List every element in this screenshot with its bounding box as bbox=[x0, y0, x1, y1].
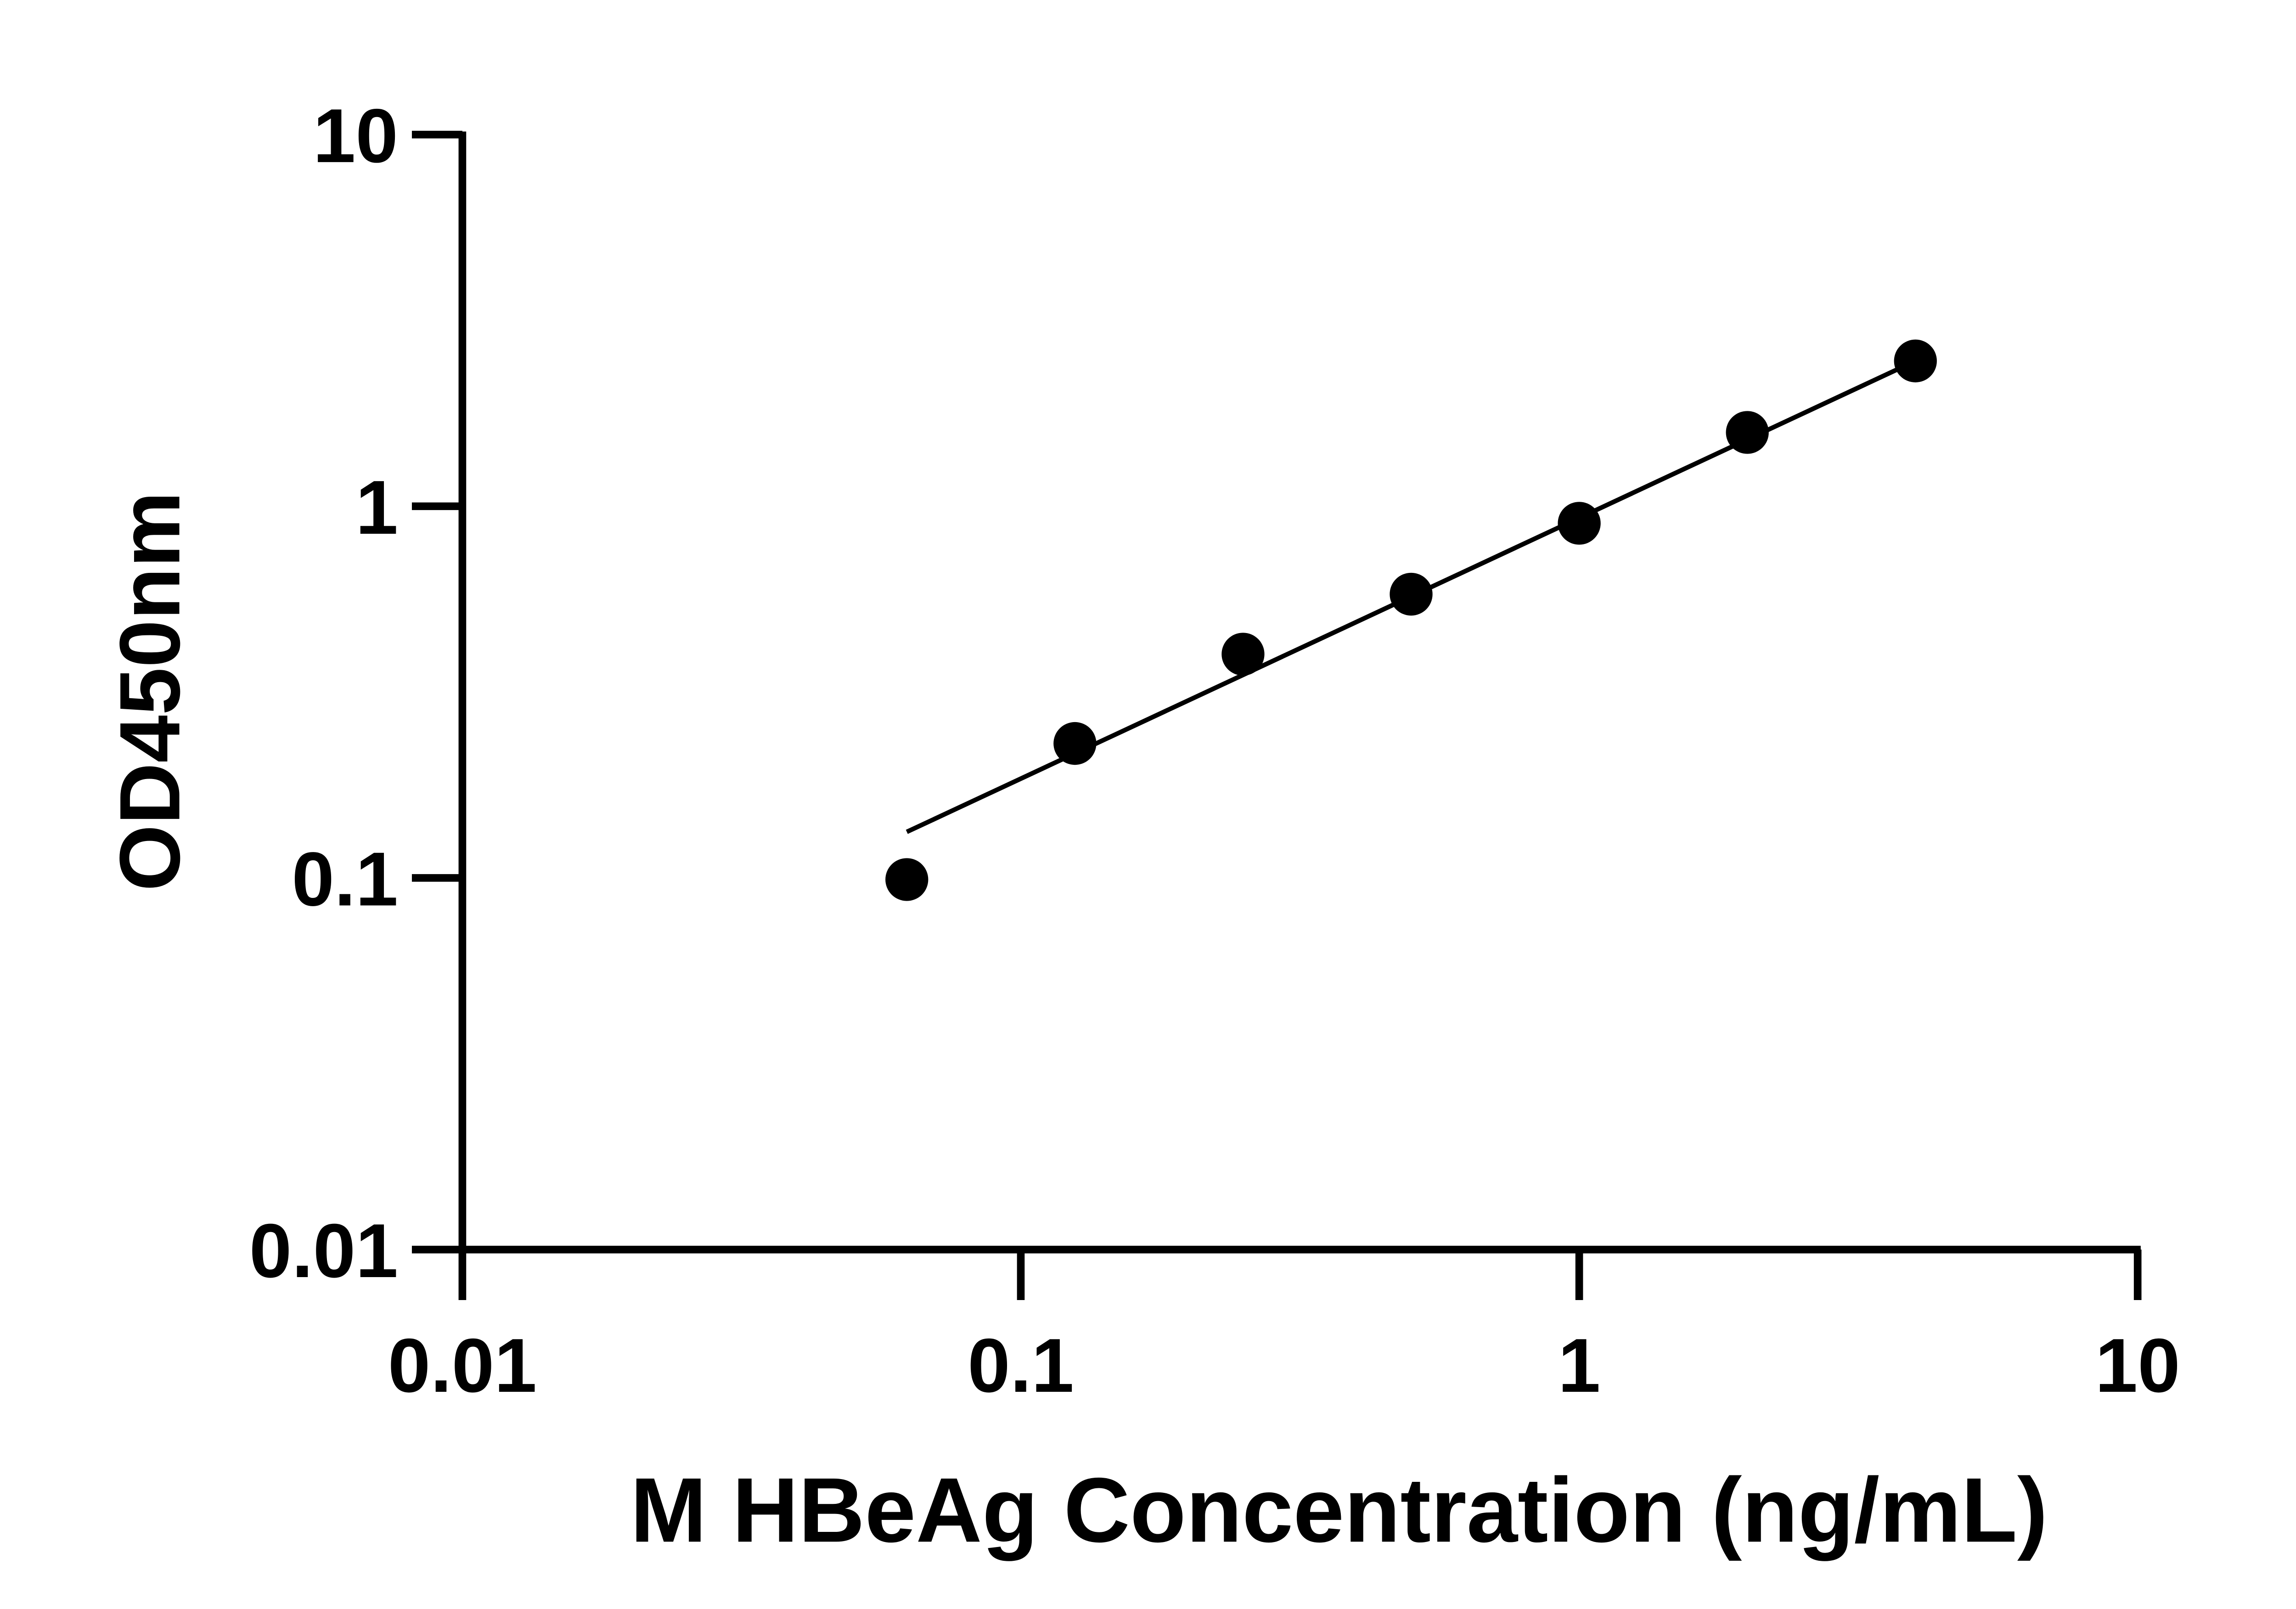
data-point bbox=[1558, 502, 1601, 545]
y-tick-label: 0.01 bbox=[249, 1208, 398, 1294]
x-tick-label: 0.01 bbox=[388, 1323, 537, 1408]
data-point bbox=[1053, 722, 1097, 765]
y-axis-label: OD450nm bbox=[102, 491, 198, 891]
x-tick-label: 1 bbox=[1558, 1323, 1601, 1408]
y-tick-label: 1 bbox=[355, 465, 398, 550]
axes bbox=[458, 131, 2141, 1254]
x-tick-label: 0.1 bbox=[968, 1323, 1074, 1408]
y-tick-label: 10 bbox=[313, 93, 398, 179]
x-axis-label: M HBeAg Concentration (ng/mL) bbox=[630, 1459, 2048, 1561]
data-point bbox=[1221, 633, 1265, 676]
data-point bbox=[1894, 339, 1937, 382]
y-tick-label: 0.1 bbox=[292, 836, 398, 922]
data-point bbox=[885, 858, 929, 901]
data-point bbox=[1726, 411, 1769, 454]
data-point bbox=[1390, 572, 1433, 616]
x-tick-label: 10 bbox=[2095, 1323, 2180, 1408]
